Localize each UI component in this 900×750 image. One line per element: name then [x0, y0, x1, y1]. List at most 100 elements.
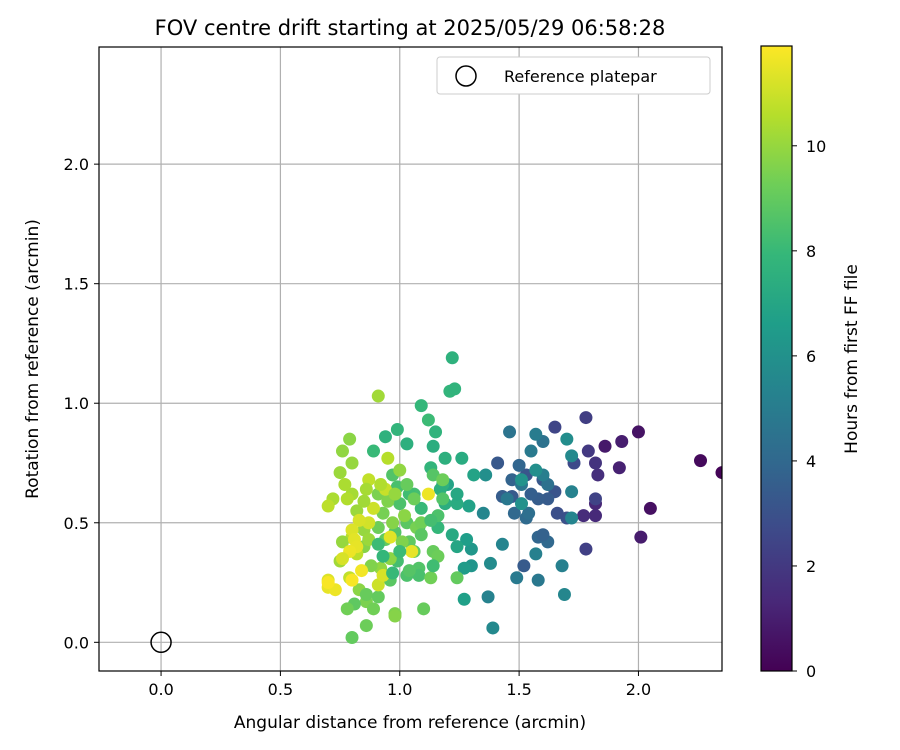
data-point	[359, 587, 373, 601]
x-tick-label: 2.0	[626, 680, 651, 699]
y-tick-label: 1.5	[64, 275, 89, 294]
data-point	[421, 487, 435, 501]
data-point	[481, 590, 495, 604]
data-point	[376, 549, 390, 563]
data-point	[455, 451, 469, 465]
data-point	[338, 478, 352, 492]
data-point	[462, 499, 476, 513]
data-point	[450, 571, 464, 585]
data-point	[495, 537, 509, 551]
chart-title: FOV centre drift starting at 2025/05/29 …	[155, 16, 666, 40]
data-point	[503, 425, 517, 439]
data-point	[457, 561, 471, 575]
legend-reference-marker	[455, 65, 477, 87]
data-point	[414, 399, 428, 413]
y-axis-ticks: 0.0 0.5 1.0 1.5 2.0	[64, 155, 99, 652]
data-point	[388, 487, 402, 501]
data-point	[426, 439, 440, 453]
x-tick-label: 0.0	[148, 680, 173, 699]
data-point	[390, 423, 404, 437]
data-point	[591, 468, 605, 482]
data-point	[581, 444, 595, 458]
data-point	[398, 509, 412, 523]
data-point	[634, 530, 648, 544]
data-point	[343, 432, 357, 446]
data-point	[371, 389, 385, 403]
y-tick-label: 0.0	[64, 633, 89, 652]
scatter-points	[321, 351, 722, 645]
data-point	[483, 556, 497, 570]
data-point	[333, 466, 347, 480]
data-point	[467, 468, 481, 482]
data-point	[694, 454, 708, 468]
data-point	[529, 463, 543, 477]
y-tick-label: 2.0	[64, 155, 89, 174]
data-point	[355, 564, 369, 578]
data-point	[548, 420, 562, 434]
data-point	[424, 571, 438, 585]
data-point	[429, 425, 443, 439]
data-point	[386, 566, 400, 580]
data-point	[541, 492, 555, 506]
y-axis-label: Rotation from reference (arcmin)	[23, 219, 43, 499]
data-point	[512, 458, 526, 472]
data-point	[450, 497, 464, 511]
y-tick-label: 1.0	[64, 394, 89, 413]
data-point	[557, 587, 571, 601]
data-point	[414, 501, 428, 515]
data-point	[514, 473, 528, 487]
data-point	[359, 619, 373, 633]
data-point	[424, 513, 438, 527]
colorbar-tick-label: 10	[806, 137, 826, 156]
colorbar-tick-label: 0	[806, 662, 816, 681]
data-point	[436, 473, 450, 487]
data-point	[386, 516, 400, 530]
data-point	[460, 533, 474, 547]
data-point	[393, 544, 407, 558]
colorbar: 0 2 4 6 8 10 Hours from first FF file	[760, 45, 862, 681]
data-point	[400, 478, 414, 492]
x-tick-label: 0.5	[268, 680, 293, 699]
colorbar-label: Hours from first FF file	[842, 264, 862, 454]
y-tick-label: 0.5	[64, 514, 89, 533]
data-point	[517, 559, 531, 573]
data-point	[715, 466, 722, 480]
data-point	[345, 631, 359, 645]
data-point	[378, 430, 392, 444]
data-point	[335, 552, 349, 566]
data-point	[479, 468, 493, 482]
legend: Reference platepar	[436, 56, 711, 95]
data-point	[588, 492, 602, 506]
data-point	[529, 427, 543, 441]
colorbar-tick-label: 6	[806, 347, 816, 366]
colorbar-gradient	[760, 45, 793, 672]
data-point	[514, 497, 528, 511]
data-point	[588, 509, 602, 523]
data-point	[450, 487, 464, 501]
colorbar-tick-label: 8	[806, 242, 816, 261]
data-point	[510, 571, 524, 585]
data-point	[388, 609, 402, 623]
data-point	[631, 425, 645, 439]
grid-lines	[99, 47, 722, 671]
legend-label-reference: Reference platepar	[504, 67, 657, 86]
data-point	[374, 478, 388, 492]
data-point	[491, 456, 505, 470]
data-point	[340, 602, 354, 616]
plot-frame	[98, 46, 723, 672]
data-point	[588, 456, 602, 470]
data-point	[371, 537, 385, 551]
data-point	[321, 499, 335, 513]
data-point	[335, 535, 349, 549]
reference-marker-layer	[150, 631, 172, 654]
data-point	[486, 621, 500, 635]
legend-box	[436, 56, 711, 95]
data-point	[524, 444, 538, 458]
data-point	[579, 542, 593, 556]
data-point	[500, 492, 514, 506]
data-point	[565, 511, 579, 525]
data-point	[405, 544, 419, 558]
data-point	[345, 456, 359, 470]
data-point	[335, 444, 349, 458]
